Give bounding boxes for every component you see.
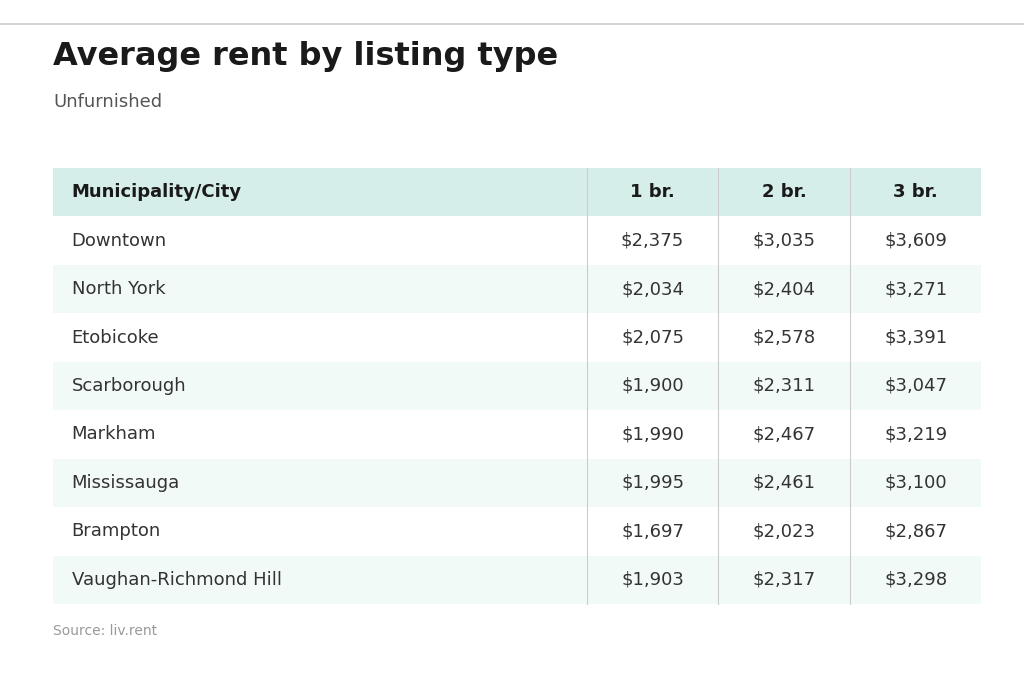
Text: 1 br.: 1 br.: [630, 183, 675, 201]
Text: Source: liv.rent: Source: liv.rent: [53, 625, 158, 638]
Text: $2,034: $2,034: [622, 280, 684, 298]
Text: $2,461: $2,461: [753, 474, 816, 492]
Text: $2,311: $2,311: [753, 377, 816, 395]
Text: $1,995: $1,995: [621, 474, 684, 492]
Text: Markham: Markham: [72, 425, 157, 443]
Text: $3,391: $3,391: [884, 329, 947, 347]
Text: $3,298: $3,298: [884, 571, 947, 589]
Text: 3 br.: 3 br.: [893, 183, 938, 201]
Text: Downtown: Downtown: [72, 232, 167, 249]
Text: Etobicoke: Etobicoke: [72, 329, 160, 347]
Text: $2,075: $2,075: [622, 329, 684, 347]
Text: $2,023: $2,023: [753, 523, 816, 540]
Text: Brampton: Brampton: [72, 523, 161, 540]
Text: North York: North York: [72, 280, 165, 298]
Text: $1,900: $1,900: [622, 377, 684, 395]
Text: $3,609: $3,609: [884, 232, 947, 249]
Text: $3,100: $3,100: [885, 474, 947, 492]
Text: 2 br.: 2 br.: [762, 183, 807, 201]
Text: $3,219: $3,219: [884, 425, 947, 443]
Text: $3,271: $3,271: [884, 280, 947, 298]
Text: Scarborough: Scarborough: [72, 377, 186, 395]
Text: $2,375: $2,375: [621, 232, 684, 249]
Text: Vaughan-Richmond Hill: Vaughan-Richmond Hill: [72, 571, 282, 589]
Text: Municipality/City: Municipality/City: [72, 183, 242, 201]
Text: $3,035: $3,035: [753, 232, 816, 249]
Text: $2,404: $2,404: [753, 280, 816, 298]
Text: $2,578: $2,578: [753, 329, 816, 347]
Text: $2,317: $2,317: [753, 571, 816, 589]
Text: $1,697: $1,697: [622, 523, 684, 540]
Text: $1,990: $1,990: [622, 425, 684, 443]
Text: Unfurnished: Unfurnished: [53, 93, 163, 111]
Text: Average rent by listing type: Average rent by listing type: [53, 41, 558, 72]
Text: $1,903: $1,903: [622, 571, 684, 589]
Text: $2,867: $2,867: [884, 523, 947, 540]
Text: Mississauga: Mississauga: [72, 474, 180, 492]
Text: $2,467: $2,467: [753, 425, 816, 443]
Text: $3,047: $3,047: [884, 377, 947, 395]
